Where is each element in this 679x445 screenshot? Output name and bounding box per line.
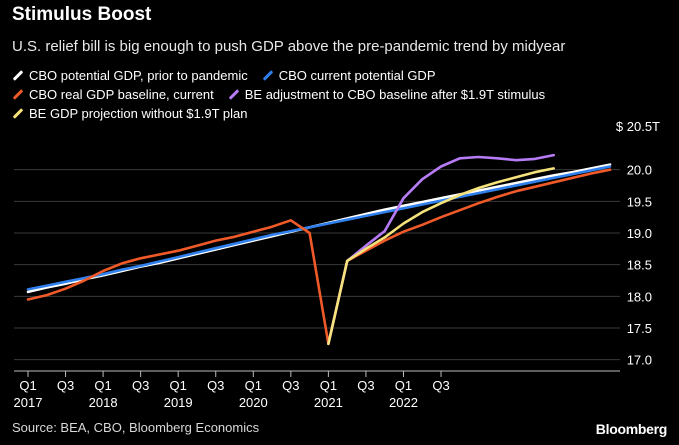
chart-subtitle: U.S. relief bill is big enough to push G… — [12, 38, 566, 55]
y-tick-label: 19.5 — [627, 194, 652, 209]
legend-row: BE GDP projection without $1.9T plan — [12, 104, 672, 123]
legend-label: CBO potential GDP, prior to pandemic — [29, 68, 248, 83]
x-tick-label: Q1 — [395, 378, 412, 393]
x-year-label: 2017 — [14, 395, 43, 410]
legend-item: BE adjustment to CBO baseline after $1.9… — [228, 85, 545, 104]
x-tick-label: Q3 — [282, 378, 299, 393]
legend-item: CBO current potential GDP — [262, 66, 436, 85]
x-year-label: 2020 — [239, 395, 268, 410]
series-line — [327, 153, 556, 346]
legend-label: BE adjustment to CBO baseline after $1.9… — [244, 87, 546, 102]
x-tick-label: Q3 — [432, 378, 449, 393]
y-tick-label: 19.0 — [627, 226, 652, 241]
legend-label: CBO current potential GDP — [278, 68, 436, 83]
x-tick-label: Q1 — [19, 378, 36, 393]
series-line — [327, 167, 556, 346]
x-year-label: 2019 — [164, 395, 193, 410]
legend-row: CBO real GDP baseline, current BE adjust… — [12, 85, 672, 104]
legend-label: BE GDP projection without $1.9T plan — [29, 106, 248, 121]
x-year-label: 2021 — [314, 395, 343, 410]
legend-label: CBO real GDP baseline, current — [29, 87, 214, 102]
x-tick-label: Q3 — [207, 378, 224, 393]
legend-item: CBO real GDP baseline, current — [12, 85, 214, 104]
legend-row: CBO potential GDP, prior to pandemic CBO… — [12, 66, 672, 85]
source-note: Source: BEA, CBO, Bloomberg Economics — [12, 420, 260, 435]
x-tick-label: Q1 — [245, 378, 262, 393]
chart-legend: CBO potential GDP, prior to pandemic CBO… — [12, 66, 672, 123]
y-tick-label: 18.0 — [627, 289, 652, 304]
series-line — [26, 165, 612, 291]
x-year-label: 2018 — [89, 395, 118, 410]
y-tick-label: 20.0 — [627, 163, 652, 178]
x-tick-label: Q1 — [94, 378, 111, 393]
x-tick-label: Q3 — [357, 378, 374, 393]
legend-item: CBO potential GDP, prior to pandemic — [12, 66, 248, 85]
y-tick-label: 17.0 — [627, 353, 652, 368]
x-tick-label: Q1 — [170, 378, 187, 393]
legend-item: BE GDP projection without $1.9T plan — [12, 104, 247, 123]
series-line — [26, 168, 612, 346]
chart-title: Stimulus Boost — [12, 4, 152, 25]
x-tick-label: Q3 — [57, 378, 74, 393]
bloomberg-logo: Bloomberg — [595, 421, 668, 437]
x-year-label: 2022 — [389, 395, 418, 410]
y-unit-label: $ 20.5T — [616, 119, 660, 134]
x-tick-label: Q1 — [320, 378, 337, 393]
y-tick-label: 17.5 — [627, 321, 652, 336]
y-tick-label: 18.5 — [627, 258, 652, 273]
x-tick-label: Q3 — [132, 378, 149, 393]
